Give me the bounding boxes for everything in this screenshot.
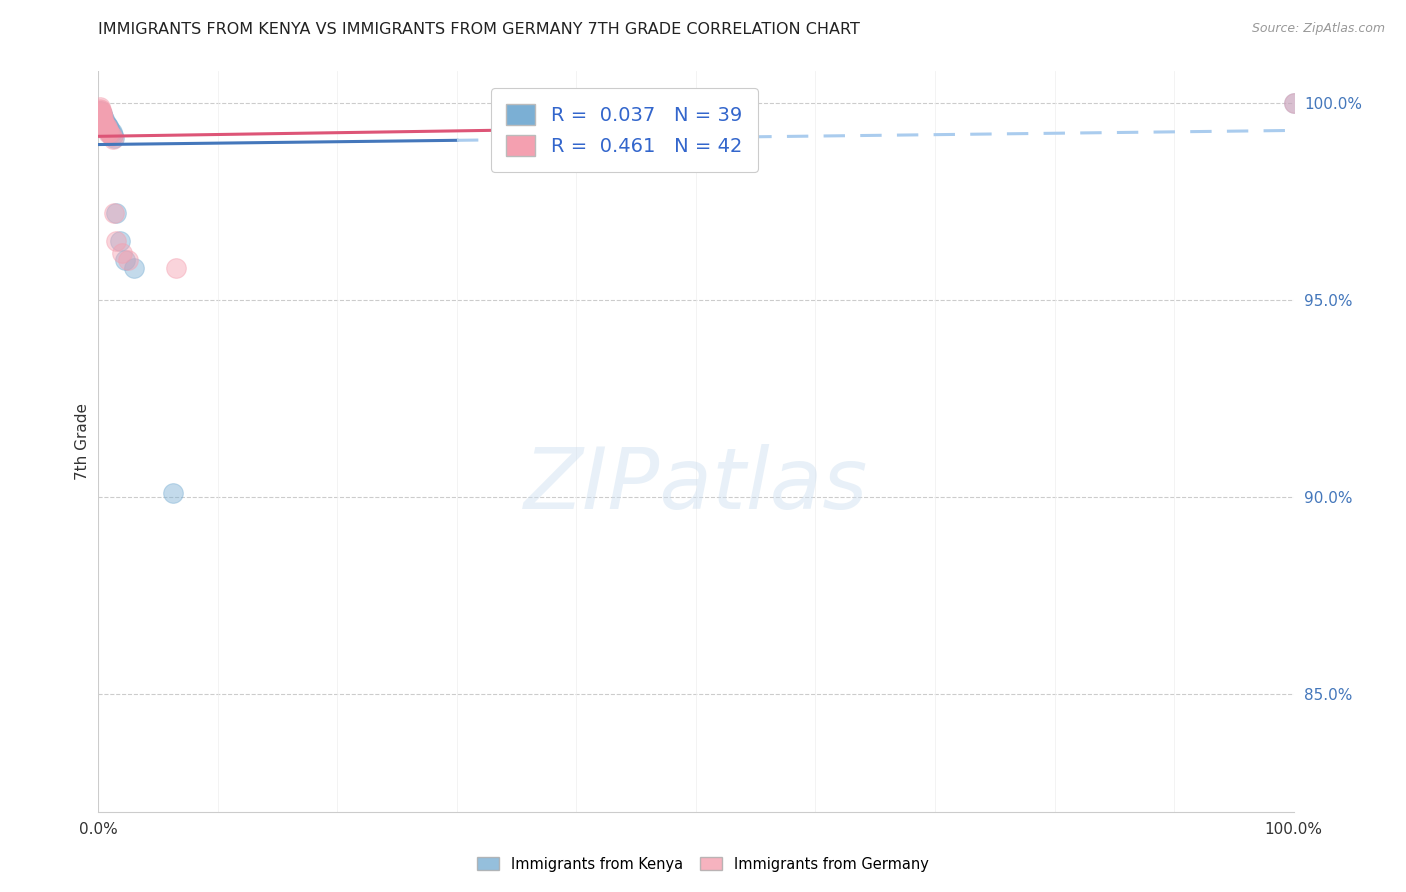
Point <box>96 120 118 135</box>
Point <box>96 118 118 132</box>
Point <box>89 103 111 118</box>
Point <box>90 120 112 135</box>
Point <box>98 127 122 141</box>
Point <box>96 123 118 137</box>
Point <box>93 119 115 133</box>
Text: Source: ZipAtlas.com: Source: ZipAtlas.com <box>1251 22 1385 36</box>
Point <box>94 121 117 136</box>
Point <box>114 253 136 268</box>
Point <box>96 120 118 135</box>
Point <box>91 116 114 130</box>
Point <box>91 111 114 125</box>
Point <box>91 113 114 128</box>
Point <box>89 108 111 122</box>
Point <box>89 110 111 124</box>
Point <box>91 108 114 122</box>
Point <box>90 115 112 129</box>
Point <box>91 110 114 124</box>
Point <box>90 103 112 117</box>
Point <box>98 125 121 139</box>
Point <box>93 112 115 127</box>
Point <box>90 110 112 124</box>
Point <box>97 122 120 136</box>
Point <box>165 261 187 276</box>
Point <box>90 105 112 120</box>
Point <box>90 104 112 119</box>
Point <box>101 128 124 143</box>
Point <box>90 112 112 126</box>
Point <box>90 104 112 119</box>
Point <box>91 107 114 121</box>
Point <box>96 123 118 137</box>
Point <box>103 206 125 220</box>
Point <box>89 113 111 128</box>
Point <box>91 112 114 126</box>
Point <box>89 105 111 120</box>
Point <box>91 113 114 128</box>
Text: IMMIGRANTS FROM KENYA VS IMMIGRANTS FROM GERMANY 7TH GRADE CORRELATION CHART: IMMIGRANTS FROM KENYA VS IMMIGRANTS FROM… <box>98 22 860 37</box>
Y-axis label: 7th Grade: 7th Grade <box>75 403 90 480</box>
Point <box>100 129 122 144</box>
Point <box>89 112 111 126</box>
Point <box>91 111 114 125</box>
Point <box>111 245 134 260</box>
Point <box>98 123 122 137</box>
Point <box>108 234 131 248</box>
Point <box>93 115 115 129</box>
Text: ZIPatlas: ZIPatlas <box>524 444 868 527</box>
Point <box>90 107 112 121</box>
Point <box>91 115 114 129</box>
Point <box>98 121 121 136</box>
Point <box>90 112 112 127</box>
Point <box>98 124 121 138</box>
Point <box>89 103 111 118</box>
Point <box>97 126 120 140</box>
Point <box>90 118 112 132</box>
Point <box>101 132 124 146</box>
Point <box>94 119 117 133</box>
Point <box>1282 95 1305 110</box>
Point <box>94 115 117 129</box>
Point <box>91 115 114 129</box>
Point <box>91 118 114 132</box>
Point <box>91 112 114 126</box>
Point <box>93 120 115 134</box>
Point <box>100 125 122 139</box>
Point <box>93 115 115 129</box>
Point <box>98 128 122 142</box>
Point <box>89 103 111 118</box>
Point <box>103 131 125 145</box>
Point <box>124 261 146 276</box>
Point <box>105 234 128 248</box>
Point <box>89 105 111 120</box>
Point <box>97 122 120 136</box>
Point <box>97 120 120 134</box>
Point <box>89 108 111 122</box>
Point <box>1282 95 1305 110</box>
Point <box>91 120 114 134</box>
Point <box>91 105 114 120</box>
Point <box>162 485 184 500</box>
Point <box>89 102 111 116</box>
Legend: Immigrants from Kenya, Immigrants from Germany: Immigrants from Kenya, Immigrants from G… <box>471 851 935 878</box>
Point <box>91 108 114 122</box>
Point <box>94 119 117 133</box>
Point <box>90 108 112 122</box>
Point <box>89 100 111 114</box>
Point <box>105 206 128 220</box>
Point <box>117 253 139 268</box>
Point <box>93 118 115 132</box>
Legend: R =  0.037   N = 39, R =  0.461   N = 42: R = 0.037 N = 39, R = 0.461 N = 42 <box>491 88 758 171</box>
